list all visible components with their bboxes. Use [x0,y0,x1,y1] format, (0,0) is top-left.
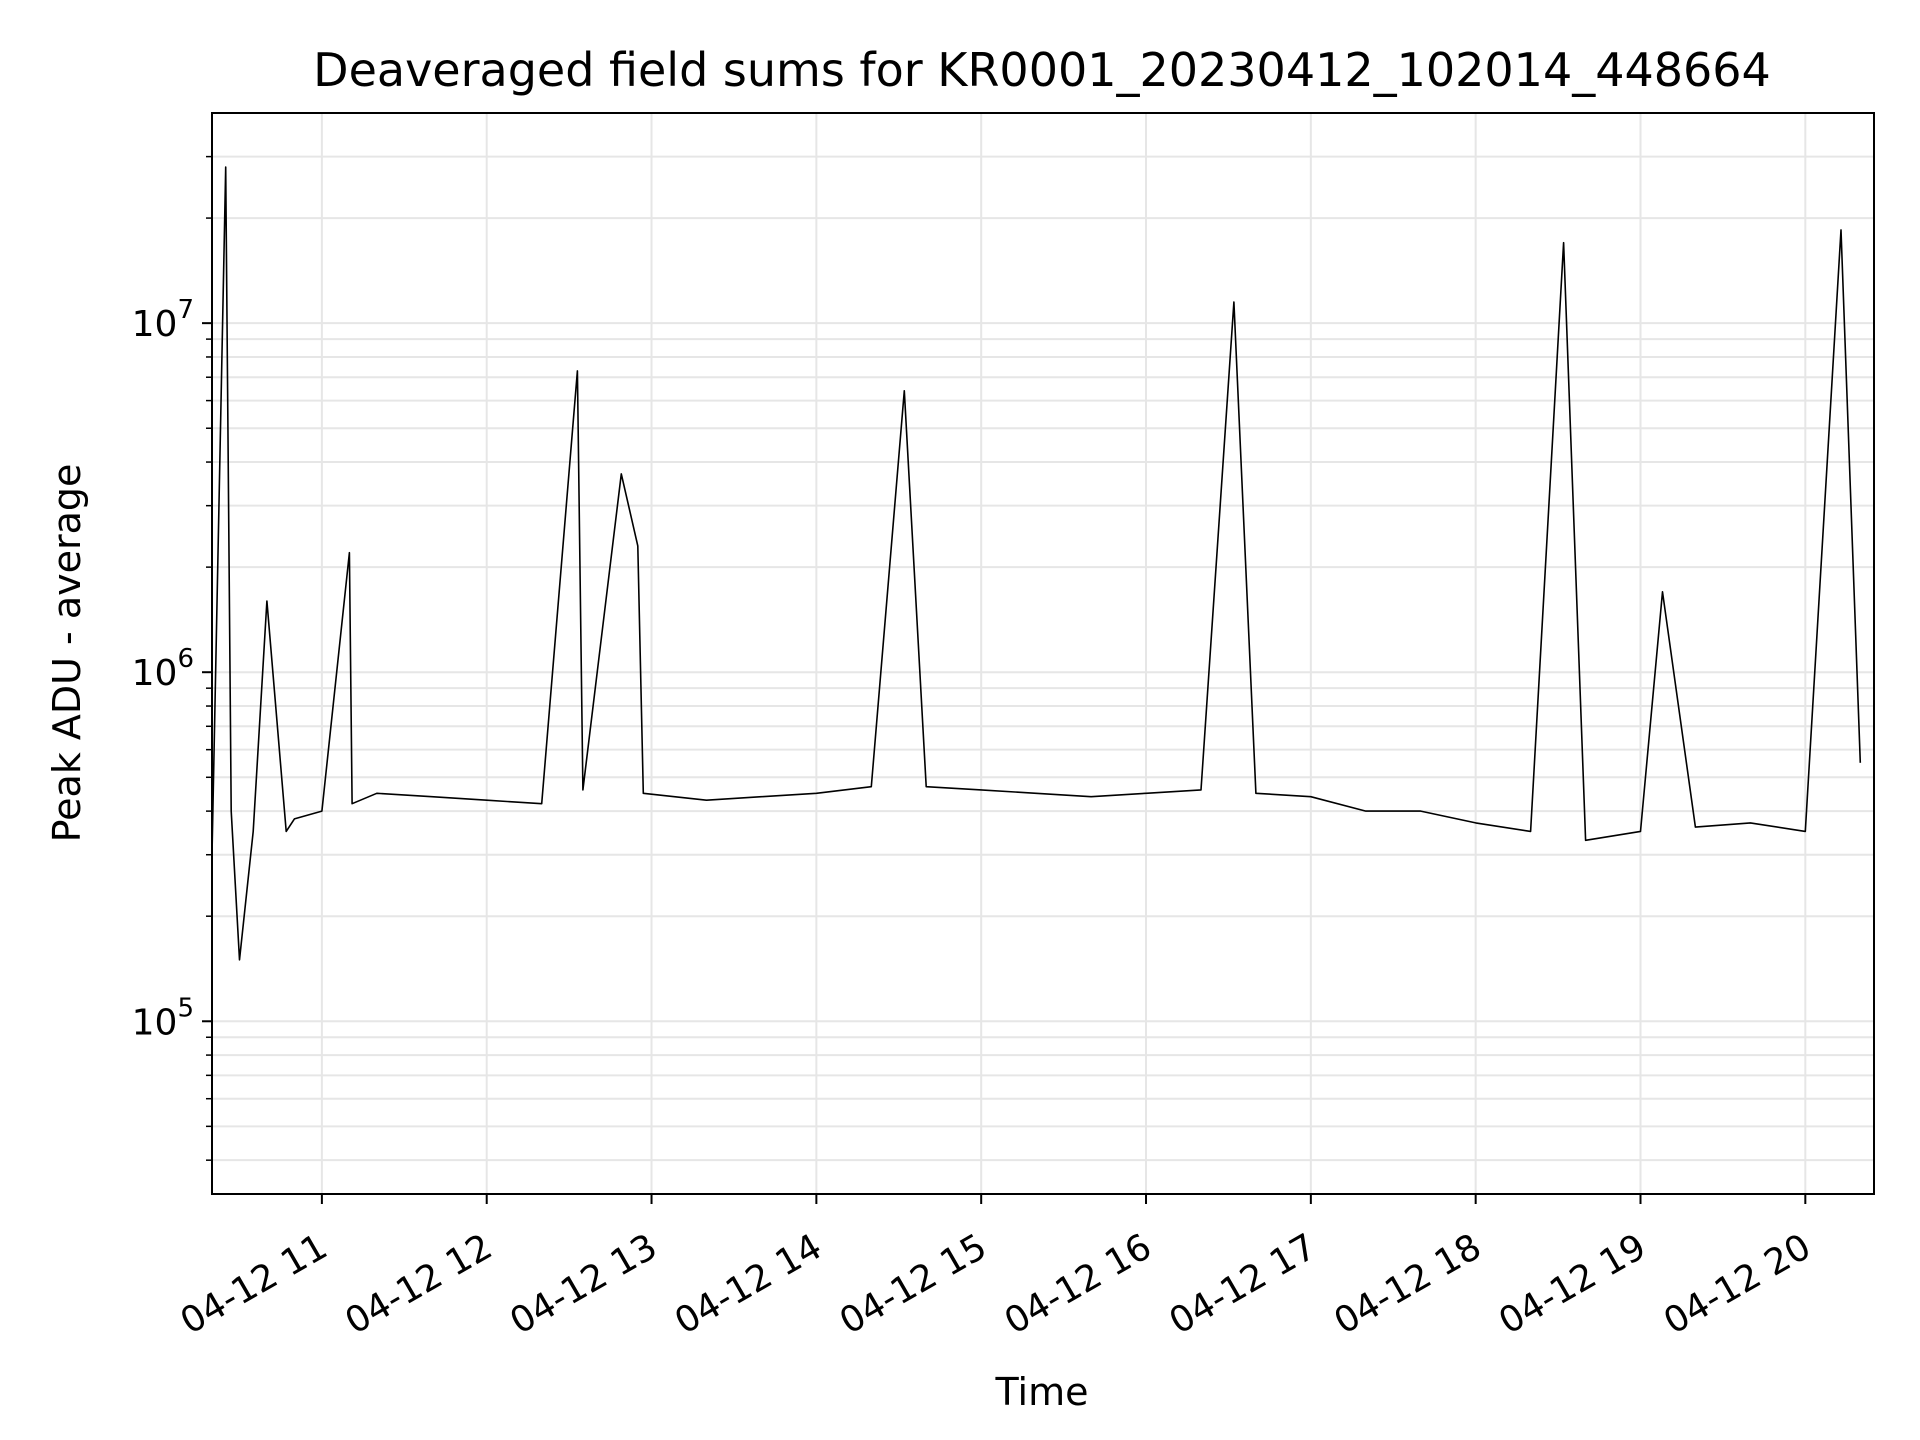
grid-lines [212,113,1874,1194]
chart-title: Deaveraged field sums for KR0001_2023041… [313,43,1771,97]
y-axis: 105 106 107 [132,155,212,1161]
series-line [212,166,1862,961]
y-tick-label: 106 [132,644,194,694]
y-tick-label: 105 [132,993,194,1043]
series-group [212,166,1862,961]
y-tick-label: 107 [132,295,194,345]
plot-frame [211,112,1875,1195]
x-axis-label: Time [995,1370,1089,1414]
y-axis-label: Peak ADU - average [45,464,89,843]
